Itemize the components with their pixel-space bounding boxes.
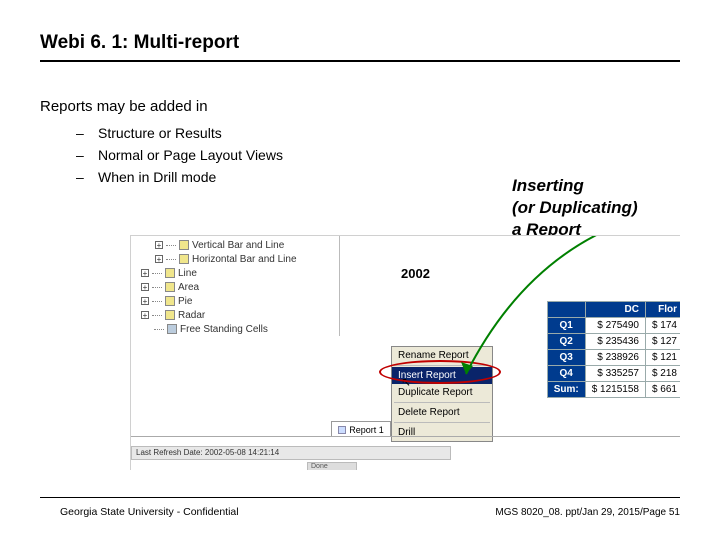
table-header: [547, 302, 585, 318]
menu-separator: [394, 402, 490, 403]
table-row: Q3$ 238926$ 121: [547, 350, 680, 366]
report-tab-label: Report 1: [349, 425, 384, 435]
bullet-list: –Structure or Results–Normal or Page Lay…: [76, 122, 283, 188]
title-rule: [40, 60, 680, 62]
table-cell: $ 218: [645, 366, 680, 382]
report-tab[interactable]: Report 1: [331, 421, 391, 437]
footer-right: MGS 8020_08. ppt/Jan 29, 2015/Page 51: [495, 507, 680, 518]
table-cell: $ 335257: [585, 366, 645, 382]
footer-left: Georgia State University - Confidential: [60, 506, 239, 518]
annotation-line: Inserting: [512, 175, 638, 197]
footer-rule: [40, 497, 680, 498]
tree-item[interactable]: Free Standing Cells: [141, 322, 341, 336]
tree-item[interactable]: +Radar: [141, 308, 341, 322]
annotation-line: (or Duplicating): [512, 197, 638, 219]
table-cell: $ 1215158: [585, 382, 645, 398]
table-cell: $ 275490: [585, 318, 645, 334]
row-header: Q3: [547, 350, 585, 366]
screenshot-figure: +Vertical Bar and Line+Horizontal Bar an…: [130, 235, 680, 470]
tree-item[interactable]: +Pie: [141, 294, 341, 308]
menu-item[interactable]: Rename Report: [392, 347, 492, 364]
menu-item[interactable]: Duplicate Report: [392, 384, 492, 401]
tree-item[interactable]: +Vertical Bar and Line: [141, 238, 341, 252]
context-menu[interactable]: Rename Report Insert ReportDuplicate Repo…: [391, 346, 493, 442]
tree-separator: [339, 236, 340, 336]
menu-item[interactable]: Delete Report: [392, 404, 492, 421]
table-cell: $ 121: [645, 350, 680, 366]
table-cell: $ 174: [645, 318, 680, 334]
table-row: Q2$ 235436$ 127: [547, 334, 680, 350]
row-header: Q2: [547, 334, 585, 350]
table-cell: $ 238926: [585, 350, 645, 366]
chart-tree: +Vertical Bar and Line+Horizontal Bar an…: [141, 238, 341, 336]
report-tab-icon: [338, 426, 346, 434]
row-header: Q1: [547, 318, 585, 334]
table-cell: $ 661: [645, 382, 680, 398]
table-row: Sum:$ 1215158$ 661: [547, 382, 680, 398]
report-year: 2002: [401, 266, 430, 281]
bullet-item: –When in Drill mode: [76, 166, 283, 188]
table-row: Q4$ 335257$ 218: [547, 366, 680, 382]
table-header: Flor: [645, 302, 680, 318]
intro-text: Reports may be added in: [40, 98, 208, 115]
table-row: Q1$ 275490$ 174: [547, 318, 680, 334]
status-bar: Last Refresh Date: 2002-05-08 14:21:14: [131, 446, 451, 460]
menu-separator: [394, 422, 490, 423]
bullet-item: –Structure or Results: [76, 122, 283, 144]
menu-item[interactable]: Drill: [392, 424, 492, 441]
menu-separator: [394, 365, 490, 366]
row-header: Sum:: [547, 382, 585, 398]
status-bar-secondary: Done: [307, 462, 357, 470]
menu-item[interactable]: Insert Report: [392, 367, 492, 384]
bullet-item: –Normal or Page Layout Views: [76, 144, 283, 166]
tab-strip: [131, 436, 680, 437]
row-header: Q4: [547, 366, 585, 382]
tree-item[interactable]: +Area: [141, 280, 341, 294]
table-cell: $ 235436: [585, 334, 645, 350]
slide-title: Webi 6. 1: Multi-report: [40, 32, 239, 54]
tree-item[interactable]: +Line: [141, 266, 341, 280]
callout-annotation: Inserting (or Duplicating) a Report: [512, 175, 638, 241]
tree-item[interactable]: +Horizontal Bar and Line: [141, 252, 341, 266]
table-header: DC: [585, 302, 645, 318]
table-cell: $ 127: [645, 334, 680, 350]
data-table: DCFlorQ1$ 275490$ 174Q2$ 235436$ 127Q3$ …: [547, 301, 680, 398]
